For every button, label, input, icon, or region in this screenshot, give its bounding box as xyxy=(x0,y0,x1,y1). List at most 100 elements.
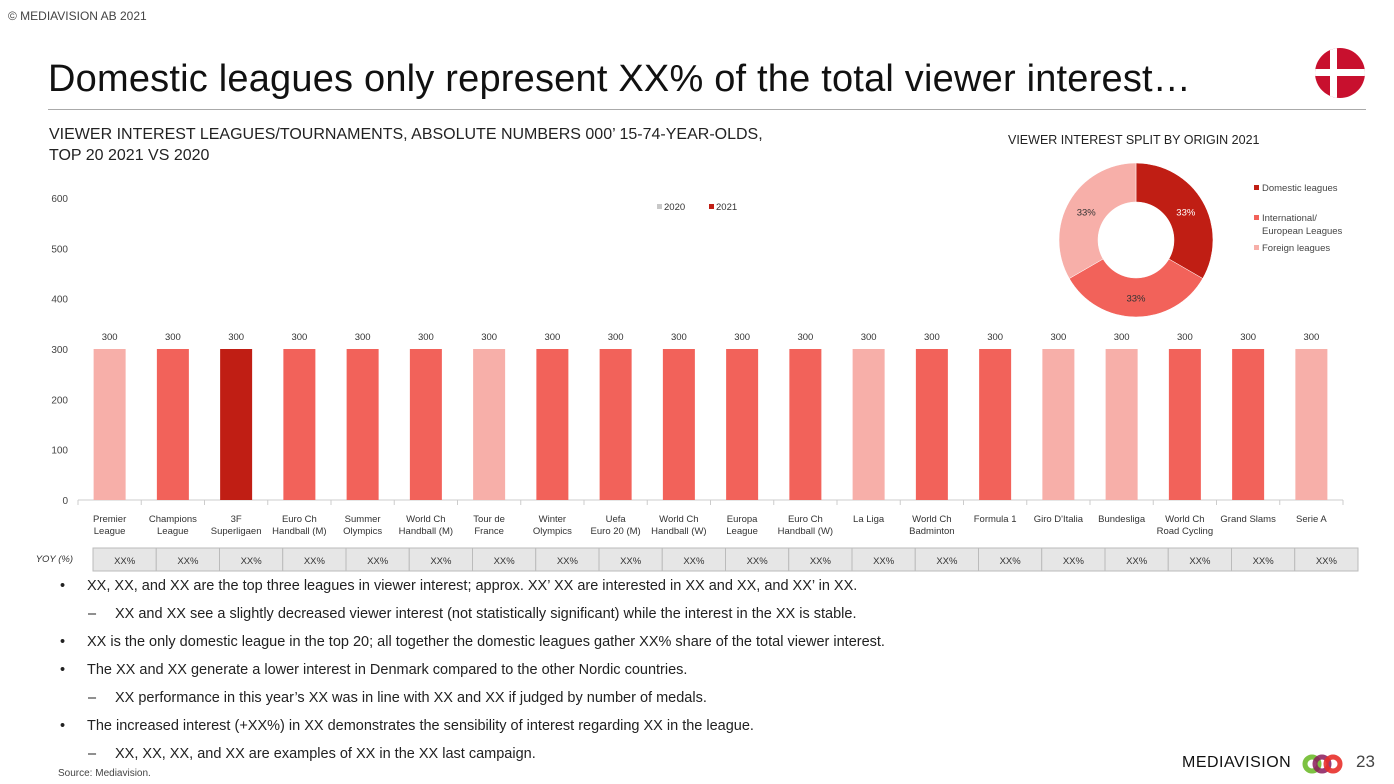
x-category-label: France xyxy=(474,526,504,537)
bar xyxy=(726,349,759,500)
bullet-marker: • xyxy=(60,662,66,678)
bullet-text: XX, XX, XX, and XX are examples of XX in… xyxy=(115,746,536,762)
bar-chart-title-line: TOP 20 2021 VS 2020 xyxy=(49,147,210,164)
bar xyxy=(1168,349,1201,500)
mediavision-logo-icon xyxy=(1302,754,1343,774)
yoy-value: XX% xyxy=(1000,556,1022,567)
bar xyxy=(473,349,506,500)
bar-value-label: 300 xyxy=(291,332,307,343)
brand-logo-text: MEDIAVISION xyxy=(1182,754,1292,771)
x-category-label: Handball (W) xyxy=(651,526,706,537)
bar-value-label: 300 xyxy=(418,332,434,343)
y-tick-label: 300 xyxy=(51,345,68,356)
donut-slice-label: 33% xyxy=(1077,207,1097,218)
bar-value-label: 300 xyxy=(1114,332,1130,343)
bullet-item: – XX performance in this year’s XX was in… xyxy=(60,690,707,706)
legend-label-2020: 2020 xyxy=(664,202,685,213)
bullet-text: The XX and XX generate a lower interest … xyxy=(87,662,688,678)
bar-chart-title-line: VIEWER INTEREST LEAGUES/TOURNAMENTS, ABS… xyxy=(49,126,763,143)
page-number: 23 xyxy=(1356,752,1375,771)
bar-value-label: 300 xyxy=(228,332,244,343)
bullet-text: XX performance in this year’s XX was in … xyxy=(115,690,707,706)
bar-value-label: 300 xyxy=(102,332,118,343)
donut-legend-label: European Leagues xyxy=(1262,226,1343,237)
donut-legend-swatch xyxy=(1254,185,1259,190)
yoy-value: XX% xyxy=(747,556,769,567)
yoy-value: XX% xyxy=(620,556,642,567)
bullet-marker: • xyxy=(60,718,66,734)
bullet-item: – XX, XX, XX, and XX are examples of XX i… xyxy=(60,746,536,762)
bar xyxy=(93,349,126,500)
bar xyxy=(915,349,948,500)
x-category-label: Badminton xyxy=(909,526,954,537)
y-tick-label: 100 xyxy=(51,446,68,457)
bar xyxy=(1232,349,1265,500)
x-category-label: League xyxy=(157,526,189,537)
bullet-item: • The XX and XX generate a lower interest… xyxy=(60,662,687,678)
x-category-label: Summer xyxy=(345,514,381,525)
y-tick-label: 0 xyxy=(62,496,68,507)
y-tick-label: 600 xyxy=(51,194,68,205)
legend-swatch-2021 xyxy=(709,204,714,209)
x-category-label: Euro Ch xyxy=(282,514,317,525)
bar-value-label: 300 xyxy=(987,332,1003,343)
donut-slice-label: 33% xyxy=(1126,294,1146,305)
bullet-marker: • xyxy=(60,578,66,594)
bar-value-label: 300 xyxy=(481,332,497,343)
bullet-marker: – xyxy=(88,746,97,762)
bar-value-label: 300 xyxy=(797,332,813,343)
bullet-marker: – xyxy=(88,606,97,622)
bar xyxy=(283,349,316,500)
bar-value-label: 300 xyxy=(861,332,877,343)
y-tick-label: 400 xyxy=(51,295,68,306)
donut-slice-label: 33% xyxy=(1176,207,1196,218)
x-category-label: World Ch xyxy=(912,514,951,525)
yoy-cell xyxy=(1294,547,1359,572)
y-tick-label: 200 xyxy=(51,395,68,406)
bullet-item: • The increased interest (+XX%) in XX dem… xyxy=(60,718,754,734)
bar xyxy=(979,349,1012,500)
yoy-value: XX% xyxy=(810,556,832,567)
yoy-value: XX% xyxy=(367,556,389,567)
yoy-value: XX% xyxy=(1316,556,1338,567)
bullet-marker: – xyxy=(88,690,97,706)
x-category-label: World Ch xyxy=(406,514,445,525)
x-category-label: World Ch xyxy=(1165,514,1204,525)
x-category-label: Europa xyxy=(727,514,758,525)
bar-value-label: 300 xyxy=(671,332,687,343)
x-category-label: Premier xyxy=(93,514,126,525)
x-category-label: Tour de xyxy=(473,514,505,525)
yoy-value: XX% xyxy=(241,556,263,567)
x-category-label: Giro D'Italia xyxy=(1034,514,1084,525)
x-category-label: La Liga xyxy=(853,514,885,525)
yoy-value: XX% xyxy=(1063,556,1085,567)
bar xyxy=(1042,349,1075,500)
yoy-value: XX% xyxy=(873,556,895,567)
x-category-label: Grand Slams xyxy=(1220,514,1276,525)
yoy-value: XX% xyxy=(177,556,199,567)
bullet-text: XX is the only domestic league in the to… xyxy=(87,634,885,650)
bar xyxy=(536,349,569,500)
bar-value-label: 300 xyxy=(165,332,181,343)
yoy-value: XX% xyxy=(936,556,958,567)
x-category-label: Euro Ch xyxy=(788,514,823,525)
bar-value-label: 300 xyxy=(734,332,750,343)
yoy-value: XX% xyxy=(114,556,136,567)
bar-value-label: 300 xyxy=(1177,332,1193,343)
bar-chart-title: VIEWER INTEREST LEAGUES/TOURNAMENTS, ABS… xyxy=(49,124,763,166)
bullet-item: • XX, XX, and XX are the top three league… xyxy=(60,578,857,594)
source-note: Source: Mediavision. xyxy=(58,768,151,779)
bar xyxy=(409,349,442,500)
yoy-value: XX% xyxy=(1253,556,1275,567)
bar-value-label: 300 xyxy=(544,332,560,343)
bullet-item: – XX and XX see a slightly decreased view… xyxy=(60,606,856,622)
donut-slice-international xyxy=(1068,258,1204,318)
bar xyxy=(346,349,379,500)
yoy-value: XX% xyxy=(494,556,516,567)
x-category-label: Olympics xyxy=(533,526,572,537)
copyright: © MEDIAVISION AB 2021 xyxy=(8,9,147,23)
yoy-value: XX% xyxy=(1189,556,1211,567)
legend-label-2021: 2021 xyxy=(716,202,737,213)
donut-legend-swatch xyxy=(1254,215,1259,220)
